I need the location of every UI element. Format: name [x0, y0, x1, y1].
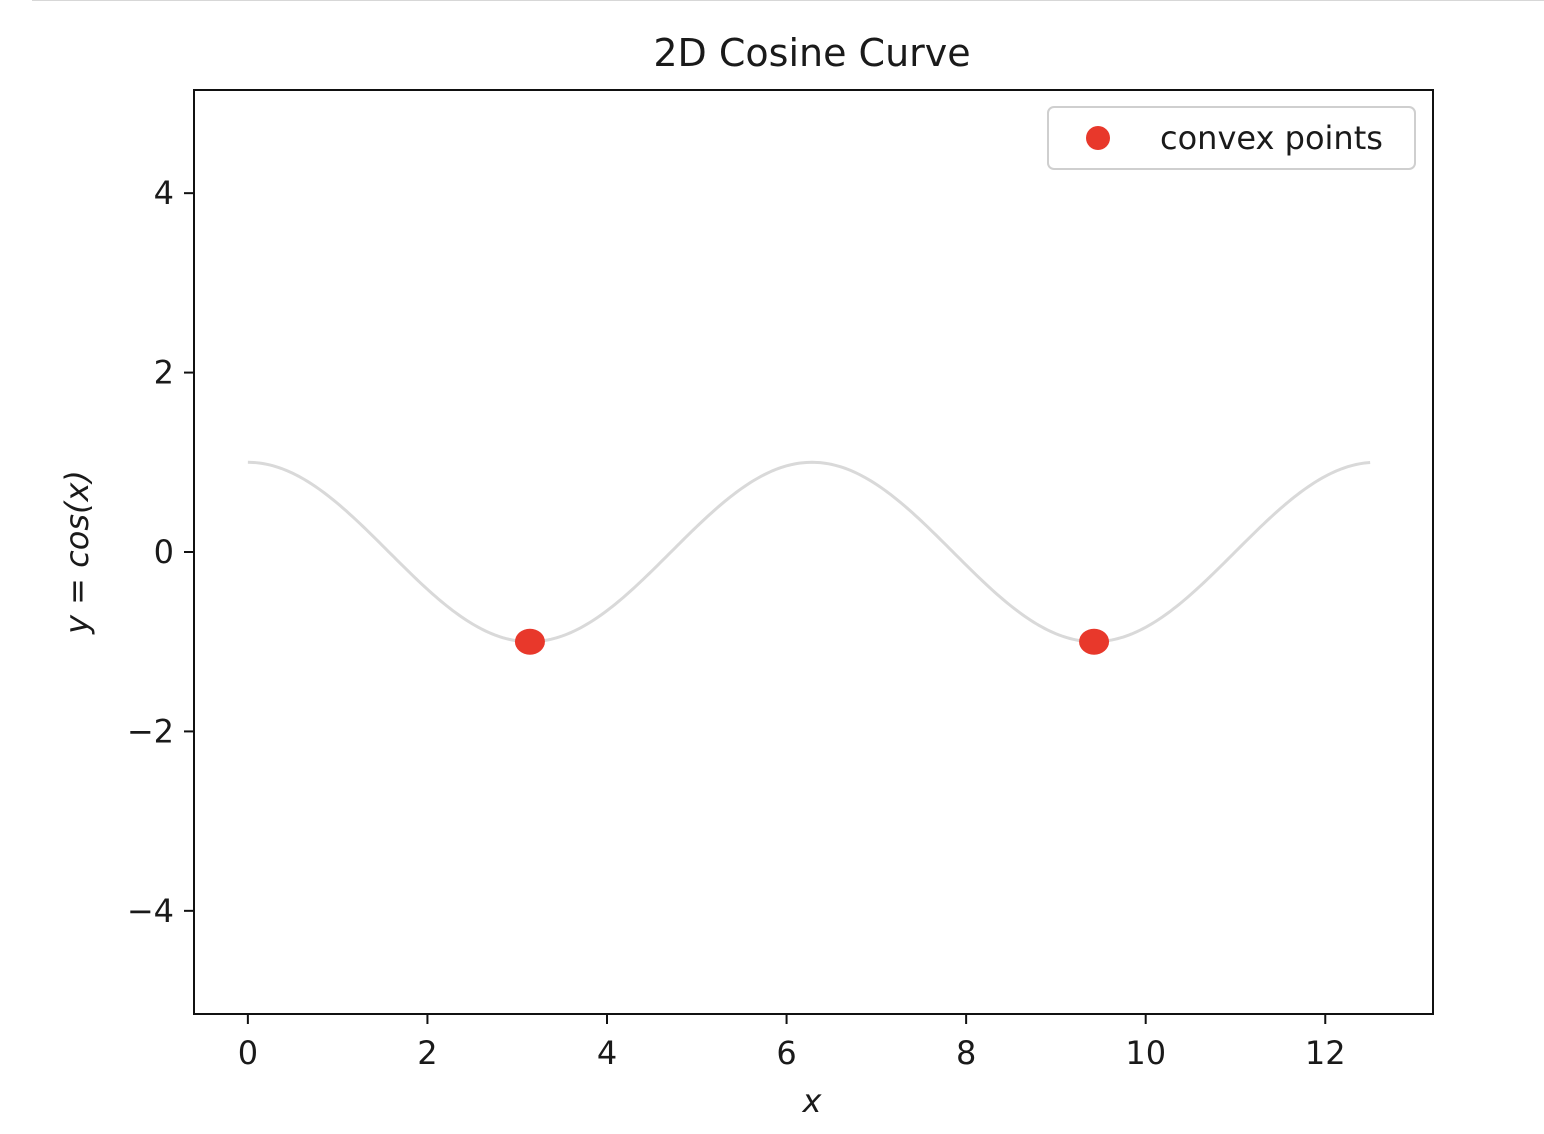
- y-axis: 4 2 0 −2 −4: [127, 174, 194, 930]
- y-axis-label: y = cos(x): [58, 470, 96, 635]
- x-tick-label: 8: [956, 1034, 976, 1072]
- y-tick-label: 0: [154, 533, 174, 571]
- chart-title: 2D Cosine Curve: [653, 31, 970, 75]
- y-tick-label: 2: [154, 354, 174, 392]
- legend-label-convex-points: convex points: [1160, 119, 1383, 157]
- y-tick-label: −4: [127, 892, 174, 930]
- x-tick-label: 0: [238, 1034, 258, 1072]
- x-tick-label: 12: [1305, 1034, 1346, 1072]
- x-tick-label: 6: [776, 1034, 796, 1072]
- page-top-border: [32, 0, 1544, 1]
- x-axis-label: x: [802, 1082, 823, 1120]
- convex-point-2: [1079, 628, 1110, 655]
- x-tick-label: 10: [1125, 1034, 1166, 1072]
- points-layer: [514, 628, 1110, 655]
- x-axis: 0 2 4 6 8 10 12: [238, 1014, 1346, 1072]
- convex-point-1: [514, 628, 545, 655]
- plot-frame: [193, 89, 1434, 1015]
- legend: convex points: [1047, 106, 1416, 170]
- x-tick-label: 4: [597, 1034, 617, 1072]
- x-tick-label: 2: [417, 1034, 437, 1072]
- y-tick-label: 4: [154, 174, 174, 212]
- y-tick-label: −2: [127, 712, 174, 750]
- legend-marker-convex-points: [1086, 126, 1110, 150]
- legend-box: [1047, 106, 1416, 170]
- cosine-curve-line: [247, 460, 1371, 644]
- curve-layer: [247, 460, 1371, 644]
